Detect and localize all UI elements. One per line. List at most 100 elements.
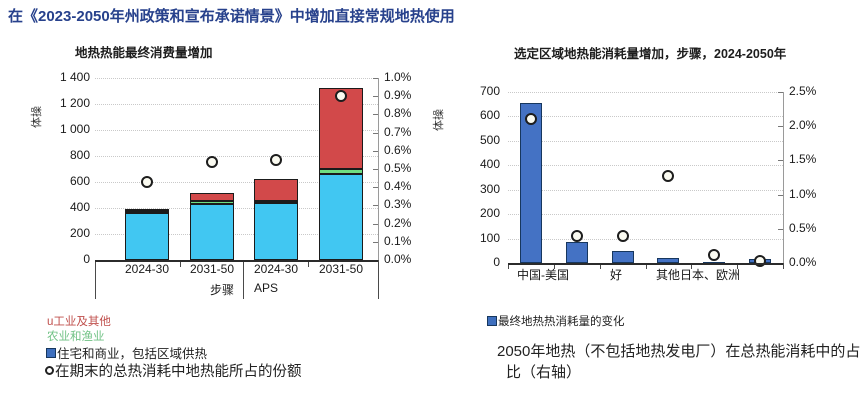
secondary-axis-tick-label: 0.0%	[384, 252, 412, 266]
x-category-label: 中国-美国	[517, 268, 569, 282]
legend-label: 住宅和商业，包括区域供热	[57, 347, 208, 361]
y-axis-tick-label: 0	[83, 252, 90, 266]
y-axis-tick-label: 100	[479, 230, 500, 245]
gridline	[508, 165, 783, 167]
gridline	[95, 104, 378, 105]
category-tick	[308, 260, 309, 267]
legend-label: 最终地热热消耗量的变化	[498, 316, 625, 328]
gridline	[508, 116, 783, 118]
y-axis-tick-label: 700	[479, 84, 500, 98]
bar-segment	[254, 203, 298, 260]
axis-tick	[373, 78, 378, 79]
legend-item-industry: u工业及其他	[47, 313, 111, 329]
secondary-axis-tick-label: 0.2%	[384, 215, 412, 230]
axis-tick	[778, 160, 783, 162]
y-axis-tick-label: 300	[479, 181, 500, 196]
secondary-axis-tick-label: 0.4%	[384, 179, 412, 194]
bar-segment	[319, 169, 363, 175]
bar-segment	[657, 257, 679, 263]
axis-tick	[778, 126, 783, 128]
gridline	[95, 182, 378, 183]
x-axis-line	[95, 260, 378, 262]
secondary-axis-tick-label: 1.0%	[384, 70, 412, 84]
right-chart-caption: 2050年地热（不包括地热发电厂）在总热能消耗中的占比（右轴）	[497, 343, 861, 381]
legend-item-share-dot: 在期末的总热消耗中地热能所占的份额	[45, 360, 302, 381]
axis-tick	[373, 187, 378, 189]
bar-segment	[190, 200, 234, 205]
legend-label: 在期末的总热消耗中地热能所占的份额	[55, 364, 302, 380]
gridline	[95, 156, 378, 157]
bar-segment	[190, 193, 234, 201]
legend-item-agriculture: 农业和渔业	[47, 328, 105, 344]
share-dot	[571, 230, 583, 243]
y-axis-tick-label: 0	[493, 255, 500, 269]
legend-item-residential: 住宅和商业，包括区域供热	[46, 343, 207, 362]
legend-item-final-consumption-change: 最终地热热消耗量的变化	[487, 313, 625, 329]
y-axis-tick-label: 600	[69, 174, 90, 188]
right-axis-line	[783, 92, 784, 263]
secondary-axis-tick-label: 0.8%	[384, 106, 412, 121]
square-marker-icon	[487, 316, 497, 326]
bar-segment	[254, 178, 298, 201]
y-axis-tick-label: 200	[69, 226, 90, 240]
secondary-axis-tick-label: 0.9%	[384, 88, 412, 103]
y-axis-tick-label: 400	[69, 200, 90, 214]
share-dot	[754, 254, 766, 267]
share-dot	[617, 229, 629, 242]
category-tick	[553, 263, 555, 269]
category-divider	[378, 260, 379, 299]
x-category-label: 其他日本、欧洲	[655, 268, 741, 282]
x-group-label: APS	[253, 281, 279, 295]
share-dot	[270, 153, 282, 166]
x-category-label: 2024-30	[253, 262, 299, 276]
y-axis-tick-label: 1 000	[59, 122, 90, 136]
gridline	[95, 208, 378, 209]
category-tick	[691, 263, 693, 269]
right-axis-line	[378, 78, 379, 260]
secondary-axis-tick-label: 0.6%	[384, 142, 412, 157]
left-chart-title: 地热热能最终消费量增加	[75, 46, 213, 60]
y-axis-tick-label: 200	[479, 206, 500, 221]
category-tick	[737, 263, 739, 269]
axis-tick	[373, 223, 378, 225]
bar-segment	[520, 102, 542, 263]
category-tick	[599, 263, 601, 269]
x-category-label: 2031-50	[189, 262, 235, 276]
secondary-axis-tick-label: 0.5%	[789, 220, 817, 235]
secondary-axis-tick-label: 1.5%	[789, 152, 817, 167]
bar-segment	[190, 204, 234, 260]
axis-tick	[778, 92, 783, 93]
y-axis-tick-label: 600	[479, 108, 500, 123]
category-divider	[243, 260, 244, 299]
secondary-axis-tick-label: 2.0%	[789, 118, 817, 133]
page-title: 在《2023-2050年州政策和宣布承诺情景》中增加直接常规地热使用	[8, 8, 455, 25]
share-dot	[708, 248, 720, 261]
gridline	[508, 189, 783, 191]
secondary-axis-tick-label: 0.3%	[384, 197, 412, 212]
legend-label: 农业和渔业	[47, 331, 105, 343]
axis-tick	[373, 205, 378, 207]
y-axis-tick-label: 400	[479, 157, 500, 172]
x-category-label: 2031-50	[318, 262, 364, 276]
axis-tick	[373, 96, 378, 98]
gridline	[508, 92, 783, 93]
bar-segment	[254, 200, 298, 204]
category-tick	[180, 260, 181, 267]
gridline	[508, 214, 783, 216]
gridline	[95, 130, 378, 131]
right-chart-title: 选定区域地热能消耗量增加，步骤，2024-2050年	[514, 47, 787, 61]
bar-segment	[125, 210, 169, 213]
x-category-label: 2024-30	[124, 262, 170, 276]
circle-marker-icon	[45, 366, 54, 375]
gridline	[508, 140, 783, 142]
category-tick	[783, 263, 784, 269]
share-dot	[206, 155, 218, 168]
secondary-axis-tick-label: 0.1%	[384, 233, 412, 248]
bar-segment	[612, 250, 634, 263]
legend-label: u工业及其他	[47, 316, 111, 328]
share-dot	[335, 90, 347, 103]
axis-tick	[373, 241, 378, 243]
axis-tick	[778, 194, 783, 196]
gridline	[95, 234, 378, 235]
